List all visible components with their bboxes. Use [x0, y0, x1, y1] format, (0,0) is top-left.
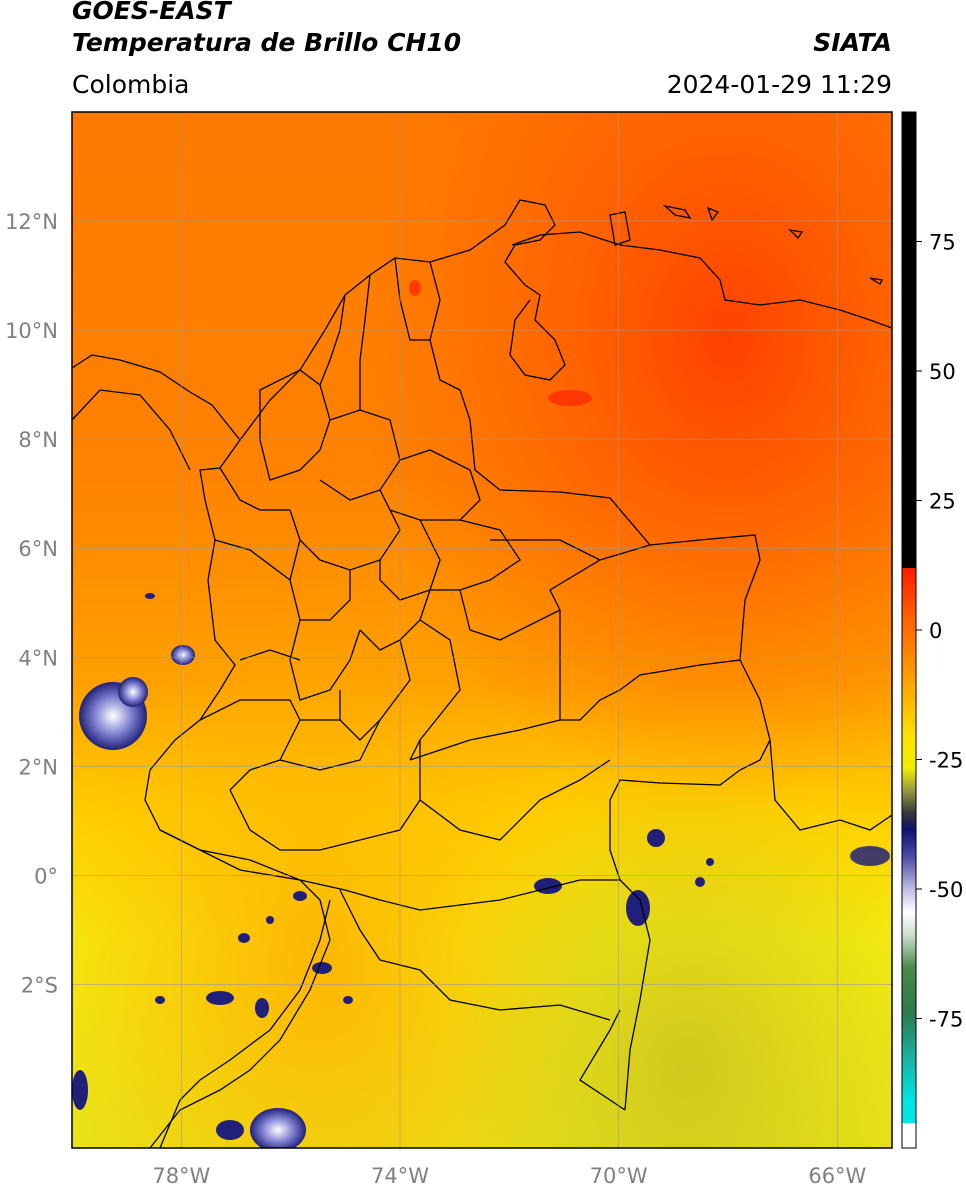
cold-cloud-patches	[72, 593, 890, 1148]
longitude-tick-label: 74°W	[371, 1164, 429, 1188]
latitude-tick-label: 0°	[34, 864, 58, 888]
colorbar-tick-label: 0	[929, 619, 942, 643]
latitude-tick-label: 6°N	[18, 537, 58, 561]
longitude-tick-label: 70°W	[590, 1164, 648, 1188]
timestamp-label: 2024-01-29 11:29	[666, 70, 892, 99]
longitude-tick-label: 66°W	[808, 1164, 866, 1188]
latitude-tick-label: 8°N	[18, 428, 58, 452]
colorbar-tick-label: 75	[929, 231, 956, 255]
longitude-labels: 78°W 74°W 70°W 66°W	[152, 1164, 866, 1188]
colorbar: 75 50 25 0 -25 -50 -75	[901, 111, 963, 1149]
latitude-labels: 12°N 10°N 8°N 6°N 4°N 2°N 0° 2°S	[5, 210, 58, 997]
latitude-tick-label: 12°N	[5, 210, 58, 234]
colorbar-tick-label: 50	[929, 360, 956, 384]
temperature-field	[72, 112, 892, 1148]
colorbar-gradient	[902, 568, 916, 1123]
latitude-tick-label: 4°N	[18, 646, 58, 670]
latitude-tick-label: 10°N	[5, 319, 58, 343]
organization-label: SIATA	[813, 28, 892, 57]
colorbar-tick-label: -50	[929, 878, 963, 902]
colorbar-white-segment	[902, 1123, 916, 1148]
satellite-title: GOES-EAST	[72, 0, 231, 25]
latitude-tick-label: 2°N	[18, 755, 58, 779]
product-title: Temperatura de Brillo CH10	[72, 28, 462, 57]
region-label: Colombia	[72, 70, 190, 99]
latitude-tick-label: 2°S	[21, 973, 58, 997]
colorbar-black-segment	[902, 112, 916, 568]
colorbar-tick-label: -75	[929, 1008, 963, 1032]
colorbar-tick-label: 25	[929, 490, 956, 514]
graticule	[72, 112, 892, 1148]
longitude-tick-label: 78°W	[152, 1164, 210, 1188]
colorbar-tick-label: -25	[929, 749, 963, 773]
map-frame	[71, 111, 893, 1149]
